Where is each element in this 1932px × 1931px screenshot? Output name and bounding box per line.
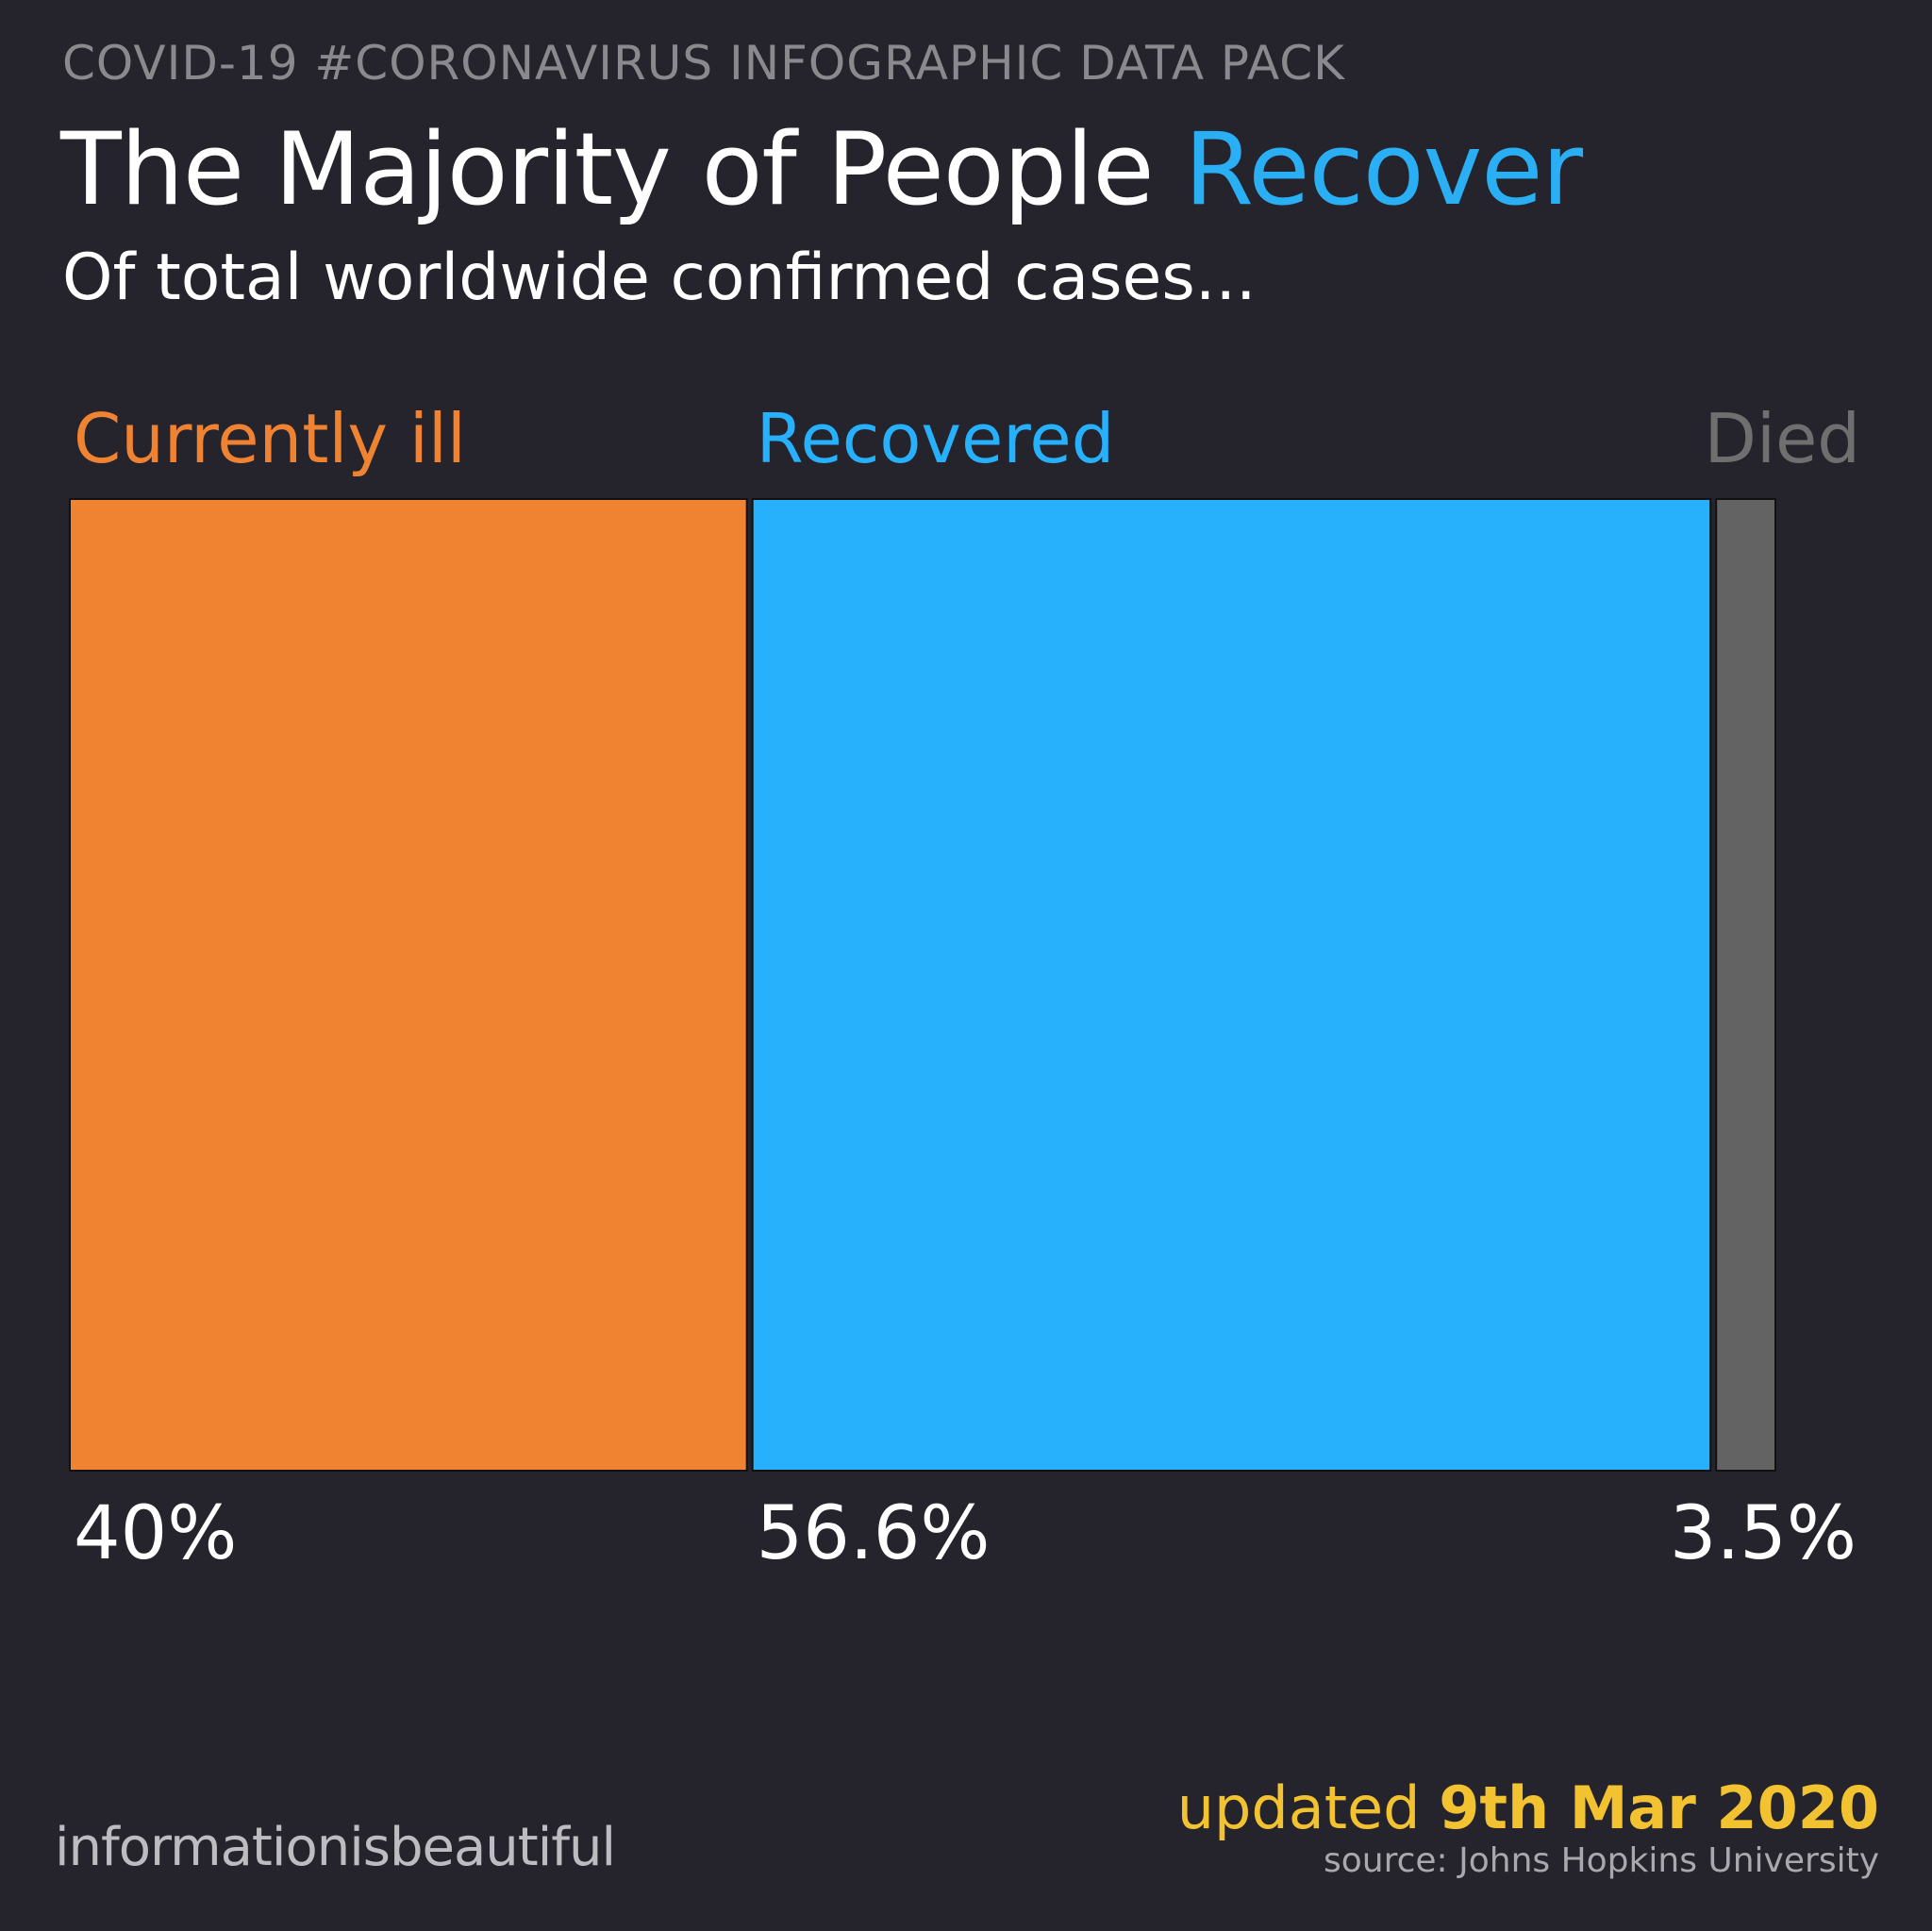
updated-line: updated 9th Mar 2020 [1177, 1773, 1879, 1842]
updated-date: 9th Mar 2020 [1439, 1773, 1879, 1842]
value-label-recovered: 56.6% [757, 1491, 991, 1576]
category-label-currently-ill: Currently ill [74, 399, 466, 478]
title-main: The Majority of People [60, 111, 1155, 227]
value-label-died: 3.5% [1670, 1491, 1857, 1576]
value-label-currently-ill: 40% [74, 1491, 237, 1576]
updated-prefix: updated [1176, 1773, 1421, 1842]
brand-logo-text: informationisbeautiful [55, 1817, 616, 1878]
bar-segment-recovered [751, 498, 1712, 1472]
kicker-text: COVID-19 #CORONAVIRUS INFOGRAPHIC DATA P… [62, 36, 1345, 91]
source-text: source: Johns Hopkins University [1323, 1841, 1879, 1880]
bar-segment-died [1715, 498, 1776, 1472]
title-accent: Recover [1184, 111, 1583, 227]
category-label-died: Died [1705, 399, 1860, 478]
category-label-recovered: Recovered [757, 399, 1115, 478]
page-subtitle: Of total worldwide confirmed cases... [62, 241, 1257, 315]
bar-segment-currently-ill [69, 498, 748, 1472]
page-title: The Majority of People Recover [60, 111, 1583, 227]
